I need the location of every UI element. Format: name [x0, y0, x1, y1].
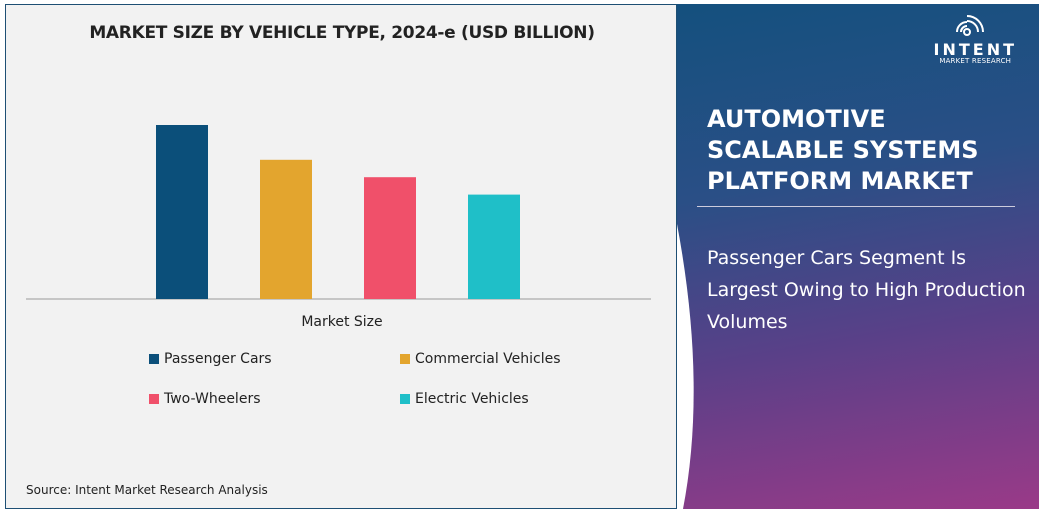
legend-label: Two-Wheelers	[164, 391, 261, 407]
legend-swatch	[400, 394, 410, 404]
report-title: AUTOMOTIVE SCALABLE SYSTEMS PLATFORM MAR…	[707, 104, 979, 197]
chart-title: MARKET SIZE BY VEHICLE TYPE, 2024-e (USD…	[89, 23, 595, 43]
bar-passenger-cars	[156, 125, 208, 299]
title-line: AUTOMOTIVE	[707, 105, 886, 133]
legend-swatch	[400, 354, 410, 364]
chart-panel: MARKET SIZE BY VEHICLE TYPE, 2024-e (USD…	[5, 4, 677, 509]
bar-two-wheelers	[364, 177, 416, 299]
signal-icon	[956, 15, 985, 36]
logo-name: INTENT	[933, 40, 1017, 59]
legend-label: Commercial Vehicles	[415, 351, 561, 367]
legend-item: Two-Wheelers	[149, 391, 261, 407]
logo: INTENT MARKET RESEARCH	[934, 12, 1018, 65]
bar-chart	[26, 125, 651, 300]
legend-swatch	[149, 394, 159, 404]
legend-swatch	[149, 354, 159, 364]
report-subtitle: Passenger Cars Segment Is Largest Owing …	[707, 247, 1026, 333]
legend-item: Commercial Vehicles	[400, 351, 561, 367]
divider	[697, 206, 1015, 207]
legend-item: Electric Vehicles	[400, 391, 529, 407]
decorative-curve	[677, 224, 694, 509]
source-note: Source: Intent Market Research Analysis	[26, 483, 268, 497]
info-panel: INTENT MARKET RESEARCH AUTOMOTIVE SCALAB…	[677, 4, 1039, 509]
title-line: PLATFORM MARKET	[707, 167, 973, 195]
legend-label: Electric Vehicles	[415, 391, 529, 407]
x-axis-label: Market Size	[301, 314, 383, 330]
bar-electric-vehicles	[468, 194, 520, 299]
title-line: SCALABLE SYSTEMS	[707, 136, 979, 164]
logo-sub: MARKET RESEARCH	[939, 57, 1012, 65]
bar-commercial-vehicles	[260, 159, 312, 299]
legend-item: Passenger Cars	[149, 351, 272, 367]
legend-label: Passenger Cars	[164, 351, 272, 367]
